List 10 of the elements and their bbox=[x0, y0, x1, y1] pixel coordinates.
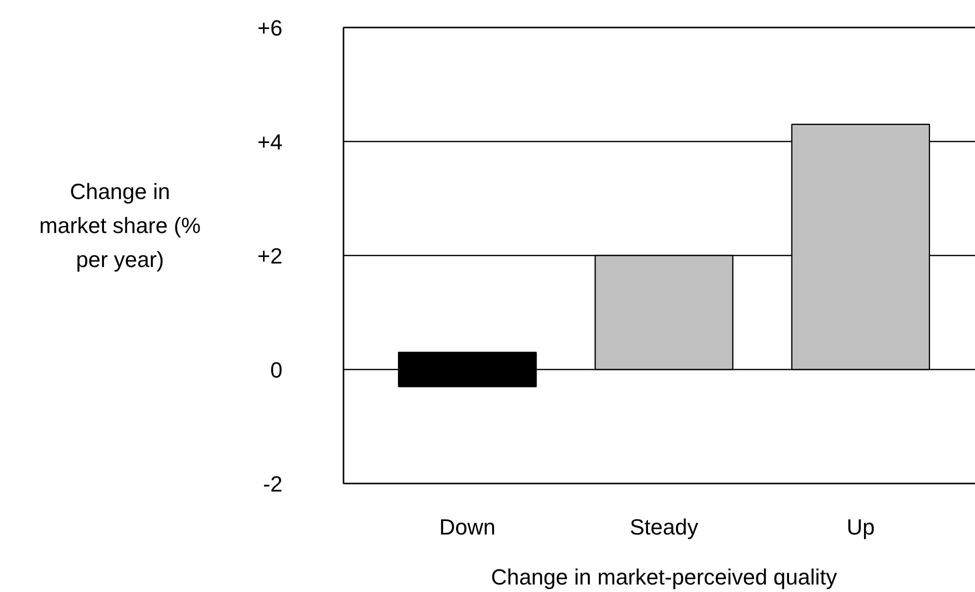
x-tick-label: Up bbox=[846, 514, 875, 540]
y-tick-label: -2 bbox=[262, 472, 282, 496]
y-tick-label: +6 bbox=[257, 16, 283, 40]
x-tick-label: Down bbox=[439, 514, 496, 540]
y-tick-label: +4 bbox=[257, 130, 283, 154]
y-axis-title: Change in market share (% per year) bbox=[39, 178, 201, 274]
x-tick-label: Steady bbox=[630, 514, 698, 540]
y-tick-label: 0 bbox=[270, 358, 283, 382]
y-tick-label: +2 bbox=[257, 244, 283, 268]
x-axis-title: Change in market-perceived quality bbox=[490, 564, 838, 590]
